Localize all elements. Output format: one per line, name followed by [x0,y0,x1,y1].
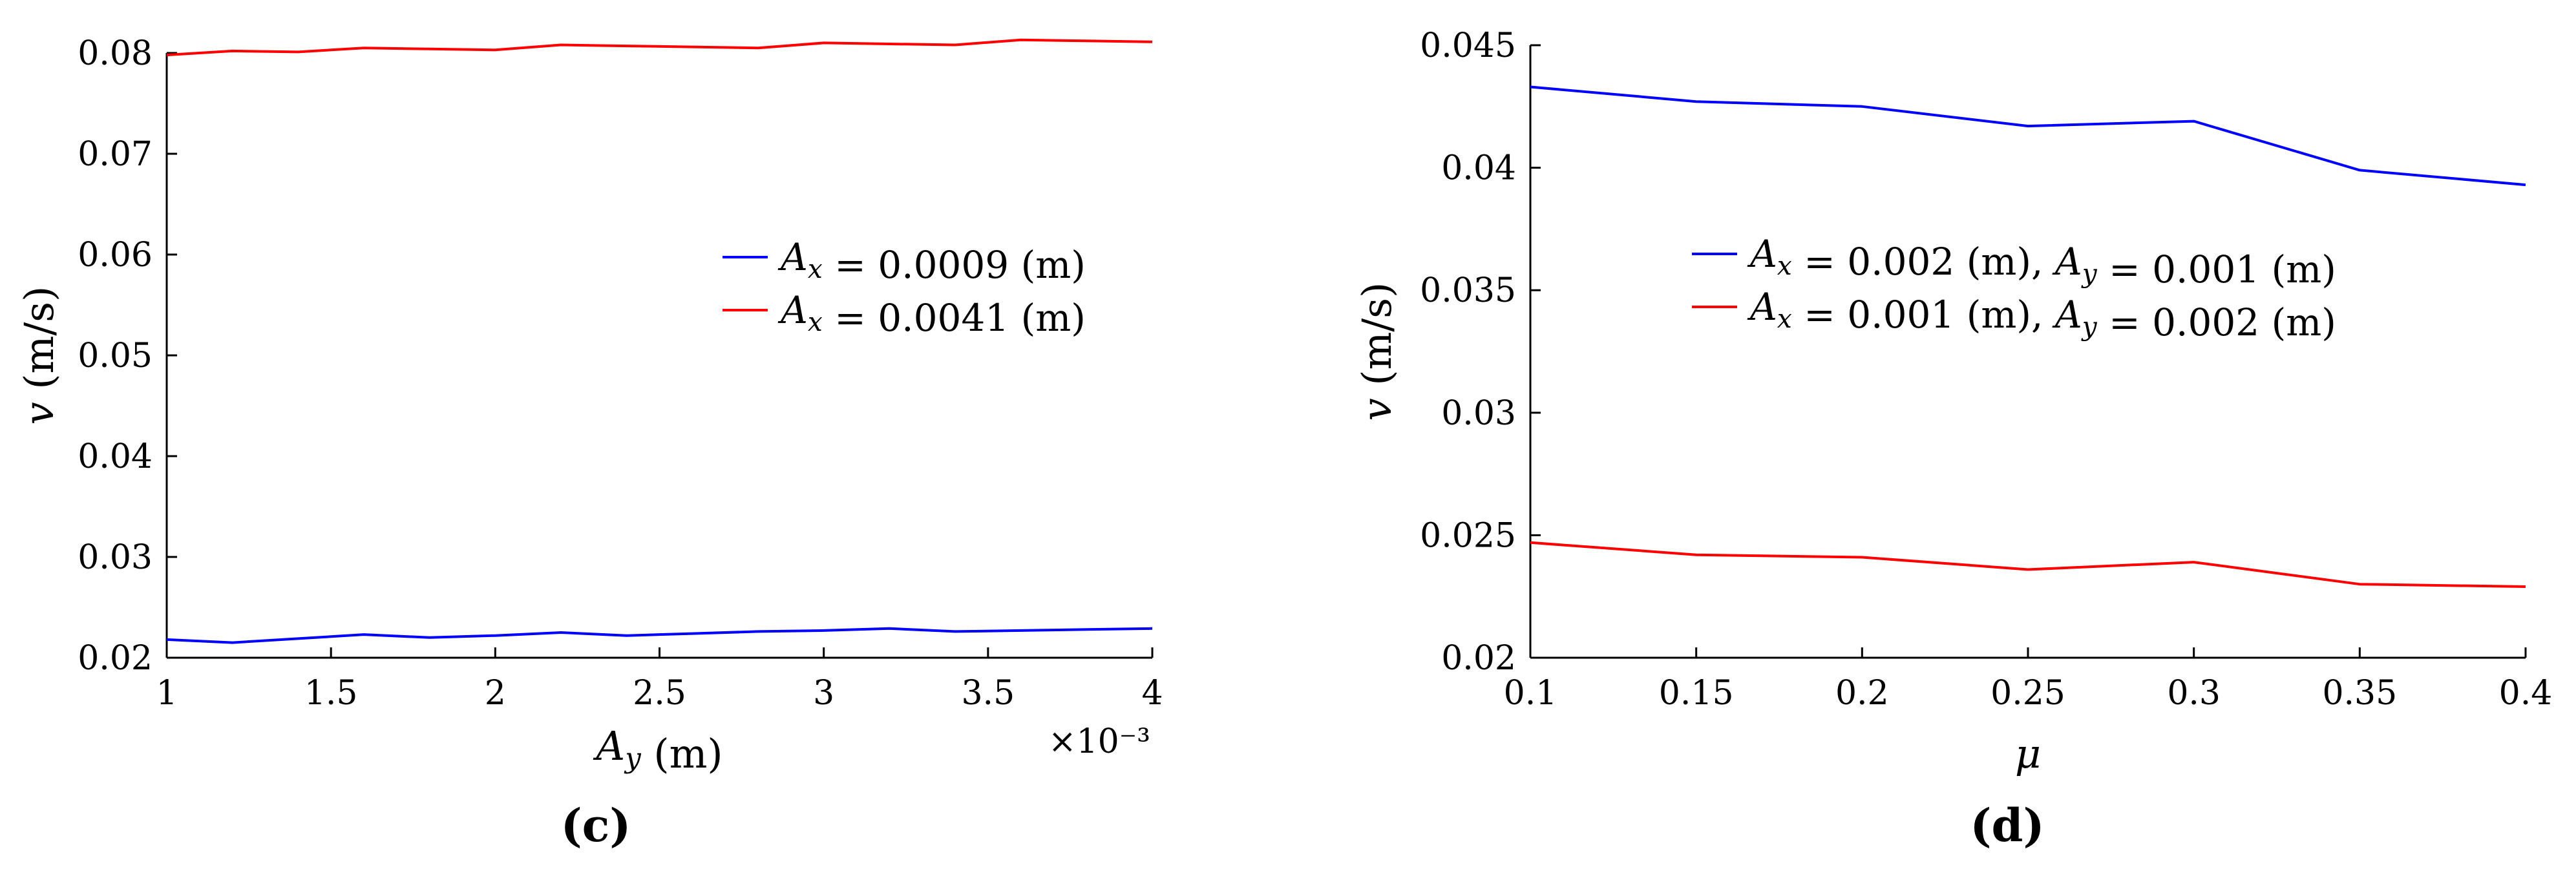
x-tick-label: 0.3 [2167,674,2221,713]
y-tick-label: 0.035 [1420,271,1516,310]
x-tick-label: 0.4 [2499,674,2553,713]
panel-label: (d) [1970,799,2044,852]
x-tick-label: 0.35 [2322,674,2397,713]
series-line-1 [166,627,1153,644]
x-tick-label: 3.5 [961,674,1015,713]
x-axis-multiplier: ×10⁻³ [1048,722,1150,761]
y-tick-label: 0.025 [1420,516,1516,555]
y-axis-label: v (m/s) [1353,282,1400,421]
legend-label: Ax = 0.0041 (m) [777,288,1086,340]
chart-panel-c: 1 1.5 2 2.5 3 3.5 4 0.02 0.03 0.04 0.05 0.06 0.07 0.0… [16,34,1163,852]
y-tick-label: 0.07 [78,135,153,174]
y-tick-label: 0.02 [78,639,153,678]
legend-label: Ax = 0.001 (m), Ay = 0.002 (m) [1747,285,2336,344]
y-tick-label: 0.08 [78,34,153,73]
x-tick-label: 1 [156,674,177,713]
y-tick-label: 0.02 [1441,639,1516,678]
chart-panel-d: 0.1 0.15 0.2 0.25 0.3 0.35 0.4 0.02 0.025 0.03 0.0… [1353,26,2552,852]
y-tick-label: 0.03 [1441,394,1516,433]
y-tick-label: 0.03 [78,538,153,577]
x-tick-label: 0.25 [1990,674,2065,713]
y-tick-label: 0.04 [1441,149,1516,188]
x-axis-label: μ [2015,730,2041,777]
y-tick-label: 0.05 [78,337,153,375]
x-tick-label: 4 [1141,674,1163,713]
x-tick-label: 1.5 [304,674,358,713]
x-axis-label: Ay (m) [593,722,723,777]
y-tick-label: 0.045 [1420,26,1516,65]
x-tick-label: 2.5 [633,674,686,713]
series-line-2 [166,38,1153,57]
y-tick-label: 0.06 [78,236,153,275]
y-axis-label: v (m/s) [16,286,63,425]
legend-label: Ax = 0.0009 (m) [777,235,1086,287]
legend-label: Ax = 0.002 (m), Ay = 0.001 (m) [1747,232,2336,291]
x-tick-label: 0.1 [1504,674,1557,713]
y-tick-label: 0.04 [78,437,153,476]
x-tick-label: 0.2 [1835,674,1889,713]
series-line-2 [1530,541,2526,588]
panel-label: (c) [561,799,631,852]
x-tick-label: 3 [813,674,834,713]
x-tick-label: 0.15 [1659,674,1734,713]
series-line-1 [1530,85,2526,187]
x-tick-label: 2 [485,674,506,713]
